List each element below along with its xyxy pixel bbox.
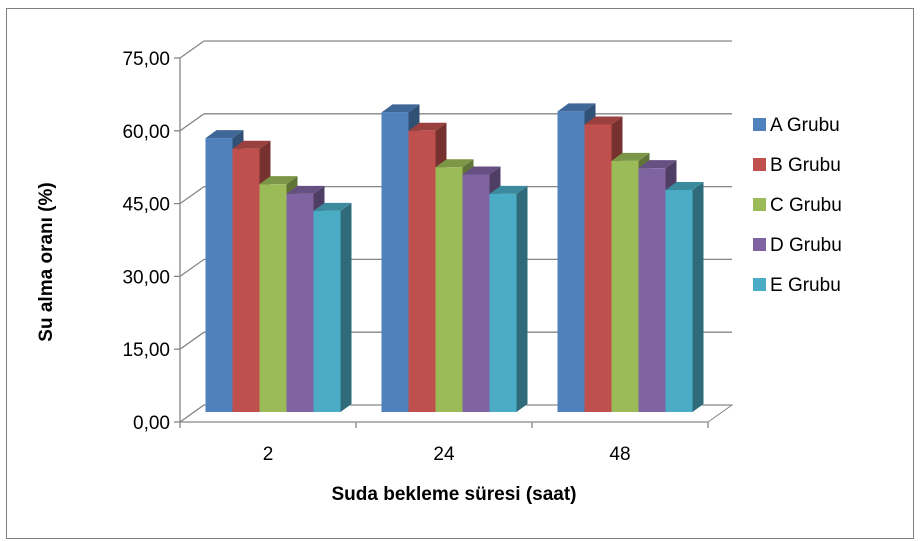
- y-tick-label: 0,00: [133, 413, 170, 434]
- bar-top: [665, 182, 704, 191]
- x-tick-labels: 2 24 48: [263, 444, 631, 465]
- legend-item-c-grubu: C Grubu: [753, 195, 842, 216]
- legend-label: B Grubu: [770, 155, 841, 176]
- legend-item-b-grubu: B Grubu: [753, 155, 841, 176]
- legend: A Grubu B Grubu C Grubu D Grubu E Grubu: [753, 115, 842, 296]
- bar-side: [340, 202, 352, 412]
- bar-front: [462, 174, 490, 412]
- bar-front: [381, 112, 409, 412]
- x-axis-title: Suda bekleme süresi (saat): [332, 484, 577, 505]
- legend-label: C Grubu: [770, 195, 842, 216]
- legend-swatch: [753, 198, 766, 211]
- bar-side: [516, 185, 528, 412]
- bar-front: [259, 184, 287, 412]
- bar-e-grubu-48: [665, 182, 704, 412]
- legend-swatch: [753, 118, 766, 131]
- bar-front: [435, 167, 463, 412]
- bar-top: [313, 202, 352, 211]
- bar-top: [435, 159, 474, 168]
- legend-item-e-grubu: E Grubu: [753, 275, 841, 296]
- bar-top: [462, 166, 501, 175]
- legend-item-a-grubu: A Grubu: [753, 115, 840, 136]
- legend-label: D Grubu: [770, 235, 842, 256]
- bar-top: [584, 116, 623, 125]
- y-tick-label: 30,00: [122, 267, 170, 288]
- bar-e-grubu-2: [313, 202, 352, 412]
- y-tick-label: 15,00: [122, 340, 170, 361]
- bar-top: [205, 130, 244, 139]
- gridline-diagonal: [179, 258, 205, 277]
- y-tick-label: 75,00: [122, 49, 170, 70]
- bar-front: [408, 130, 436, 413]
- bar-top: [489, 185, 528, 194]
- x-tick-label: 2: [263, 444, 274, 465]
- bar-top: [408, 122, 447, 131]
- bar-top: [638, 160, 677, 169]
- bar-front: [638, 168, 666, 412]
- legend-swatch: [753, 278, 766, 291]
- bar-top: [611, 152, 650, 161]
- bar-front: [611, 160, 639, 412]
- legend-swatch: [753, 158, 766, 171]
- bar-front: [557, 111, 585, 413]
- y-axis-title: Su alma oranı (%): [36, 182, 57, 341]
- bars: [205, 103, 704, 413]
- axes: [174, 57, 709, 428]
- y-tick-labels: 0,00 15,00 30,00 45,00 60,00 75,00: [122, 49, 170, 434]
- bar-front: [232, 148, 260, 413]
- bar-e-grubu-24: [489, 185, 528, 412]
- gridline-diagonal: [179, 113, 205, 132]
- bar-front: [313, 210, 341, 412]
- bar-top: [232, 140, 271, 149]
- x-tick-label: 24: [433, 444, 455, 465]
- bar-front: [205, 138, 233, 412]
- bar-top: [286, 185, 325, 194]
- bar-side: [692, 182, 704, 412]
- bar-top: [259, 176, 298, 185]
- bar-top: [381, 104, 420, 113]
- gridline-diagonal: [179, 331, 205, 350]
- legend-item-d-grubu: D Grubu: [753, 235, 842, 256]
- bar-front: [286, 193, 314, 412]
- bar-top: [557, 103, 596, 112]
- legend-label: E Grubu: [770, 275, 841, 296]
- x-tick-label: 48: [609, 444, 630, 465]
- legend-label: A Grubu: [770, 115, 840, 136]
- bar-front: [665, 190, 693, 412]
- gridline-diagonal: [179, 404, 205, 423]
- bar-front: [584, 124, 612, 413]
- gridline-diagonal: [179, 40, 205, 59]
- gridline-diagonal: [179, 186, 205, 205]
- bar-front: [489, 193, 517, 412]
- y-tick-label: 60,00: [122, 122, 170, 143]
- y-tick-label: 45,00: [122, 195, 170, 216]
- legend-swatch: [753, 238, 766, 251]
